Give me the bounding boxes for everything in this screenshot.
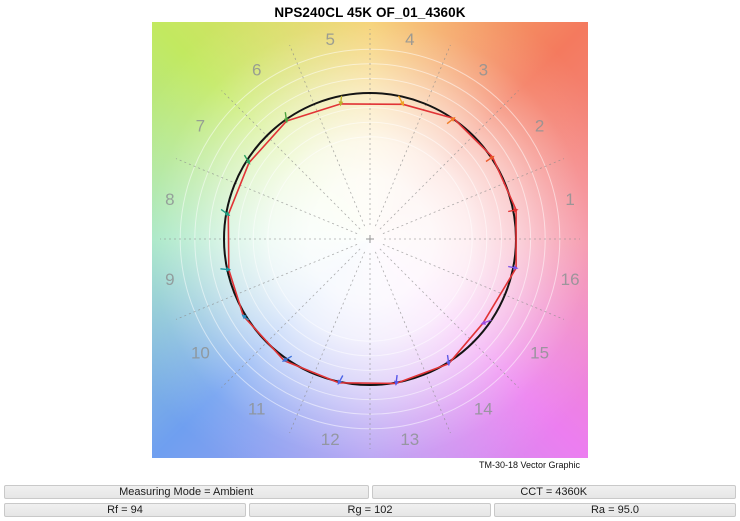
svg-text:13: 13 [400,430,419,449]
svg-text:14: 14 [474,400,493,419]
hue-wheel-background: 1 2 3 4 5 6 7 8 9 10 11 12 13 14 15 16 [152,22,588,458]
info-cell-rg: Rg = 102 [249,503,491,517]
info-bar-row-1: Measuring Mode = Ambient CCT = 4360K [4,485,736,499]
svg-text:16: 16 [561,270,580,289]
svg-text:15: 15 [530,343,549,362]
svg-text:9: 9 [165,270,174,289]
info-cell-measuring-mode: Measuring Mode = Ambient [4,485,369,499]
info-cell-cct: CCT = 4360K [371,485,736,499]
plot-caption: TM-30-18 Vector Graphic [478,460,580,470]
svg-text:5: 5 [325,30,334,49]
svg-text:10: 10 [191,343,210,362]
info-cell-ra: Ra = 95.0 [494,503,736,517]
svg-text:12: 12 [321,430,340,449]
svg-text:8: 8 [165,190,174,209]
svg-text:2: 2 [535,117,544,136]
svg-text:11: 11 [248,400,266,419]
info-bar-row-2: Rf = 94 Rg = 102 Ra = 95.0 [4,503,736,517]
svg-text:1: 1 [565,190,574,209]
svg-text:4: 4 [405,30,414,49]
info-cell-rf: Rf = 94 [4,503,246,517]
svg-text:6: 6 [252,60,261,79]
svg-text:3: 3 [479,60,488,79]
svg-text:7: 7 [196,117,205,136]
page-title: NPS240CL 45K OF_01_4360K [274,5,466,20]
